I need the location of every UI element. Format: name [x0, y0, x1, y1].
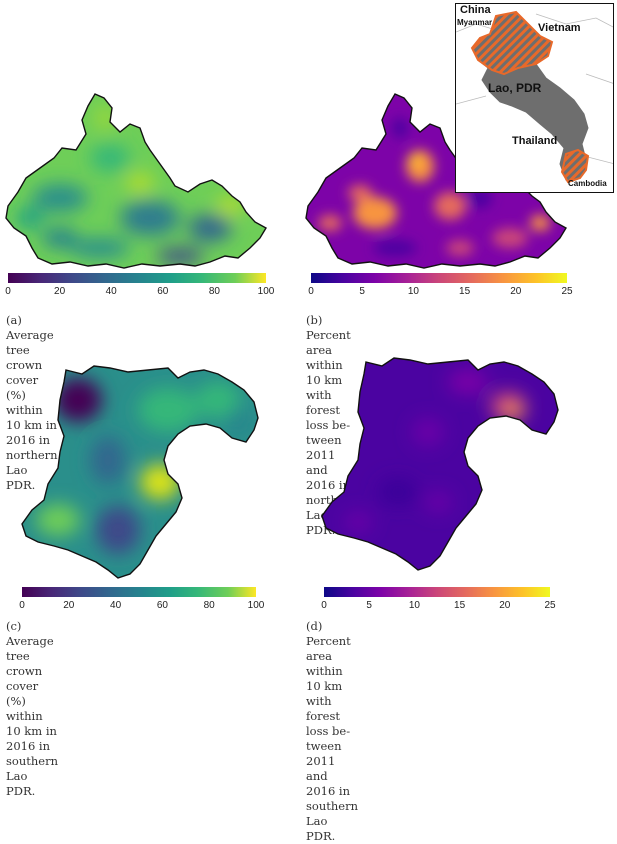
caption-c: (c) Average tree crown cover (%) within … [6, 619, 58, 799]
caption-line: (c) Average tree crown cover (%) within … [6, 619, 57, 738]
tick-label: 25 [561, 286, 573, 297]
colorbar-a-ticks: 0 20 40 60 80 100 [5, 286, 274, 300]
tick-label: 100 [257, 286, 275, 297]
caption-d: (d) Percent area within 10 km with fores… [306, 619, 358, 844]
tick-label: 5 [359, 286, 365, 297]
label-myanmar: Myanmar [457, 18, 493, 27]
colorbar-b [311, 273, 567, 283]
caption-a: (a) Average tree crown cover (%) within … [6, 313, 58, 493]
colorbar-c-ticks: 0 20 40 60 80 100 [19, 600, 264, 614]
caption-line: 2016 in northern Lao PDR. [6, 433, 58, 492]
label-cambodia: Cambodia [568, 179, 607, 188]
label-thailand: Thailand [512, 135, 558, 147]
caption-line: (a) Average tree crown cover (%) within … [6, 313, 57, 432]
tick-label: 40 [110, 600, 122, 611]
colorbar-a [8, 273, 266, 283]
colorbar-d-ticks: 0 5 10 15 20 25 [321, 600, 555, 614]
inset-locator-map: China Myanmar Vietnam Lao, PDR Thailand … [455, 3, 614, 193]
tick-label: 10 [408, 600, 420, 611]
tick-label: 60 [157, 286, 169, 297]
label-vietnam: Vietnam [538, 22, 581, 34]
tick-label: 60 [156, 600, 168, 611]
colorbar-d [324, 587, 550, 597]
tick-label: 20 [499, 600, 511, 611]
map-south-forest-loss [321, 357, 559, 571]
tick-label: 10 [407, 286, 419, 297]
tick-label: 15 [454, 600, 466, 611]
caption-line: 2016 in southern Lao PDR. [6, 739, 58, 798]
tick-label: 0 [321, 600, 327, 611]
map-south-tree-cover [21, 365, 259, 579]
tick-label: 80 [208, 286, 220, 297]
tick-label: 5 [366, 600, 372, 611]
colorbar-c [22, 587, 256, 597]
tick-label: 20 [510, 286, 522, 297]
caption-line: tween 2011 and 2016 in southern Lao PDR. [306, 739, 358, 843]
tick-label: 40 [105, 286, 117, 297]
tick-label: 80 [203, 600, 215, 611]
tick-label: 20 [54, 286, 66, 297]
inset-map-shapes [456, 10, 613, 184]
tick-label: 15 [459, 286, 471, 297]
tick-label: 0 [5, 286, 11, 297]
caption-line: (d) Percent area within 10 km with fores… [306, 619, 351, 738]
colorbar-b-ticks: 0 5 10 15 20 25 [308, 286, 572, 300]
south-study-area [560, 148, 590, 184]
label-china: China [460, 4, 491, 16]
tick-label: 25 [544, 600, 556, 611]
tick-label: 20 [63, 600, 75, 611]
north-study-area [470, 10, 554, 76]
tick-label: 0 [19, 600, 25, 611]
map-north-tree-cover [5, 93, 267, 269]
label-lao: Lao, PDR [488, 81, 542, 95]
tick-label: 100 [247, 600, 265, 611]
tick-label: 0 [308, 286, 314, 297]
caption-line: (b) Percent area within 10 km with fores… [306, 313, 351, 432]
